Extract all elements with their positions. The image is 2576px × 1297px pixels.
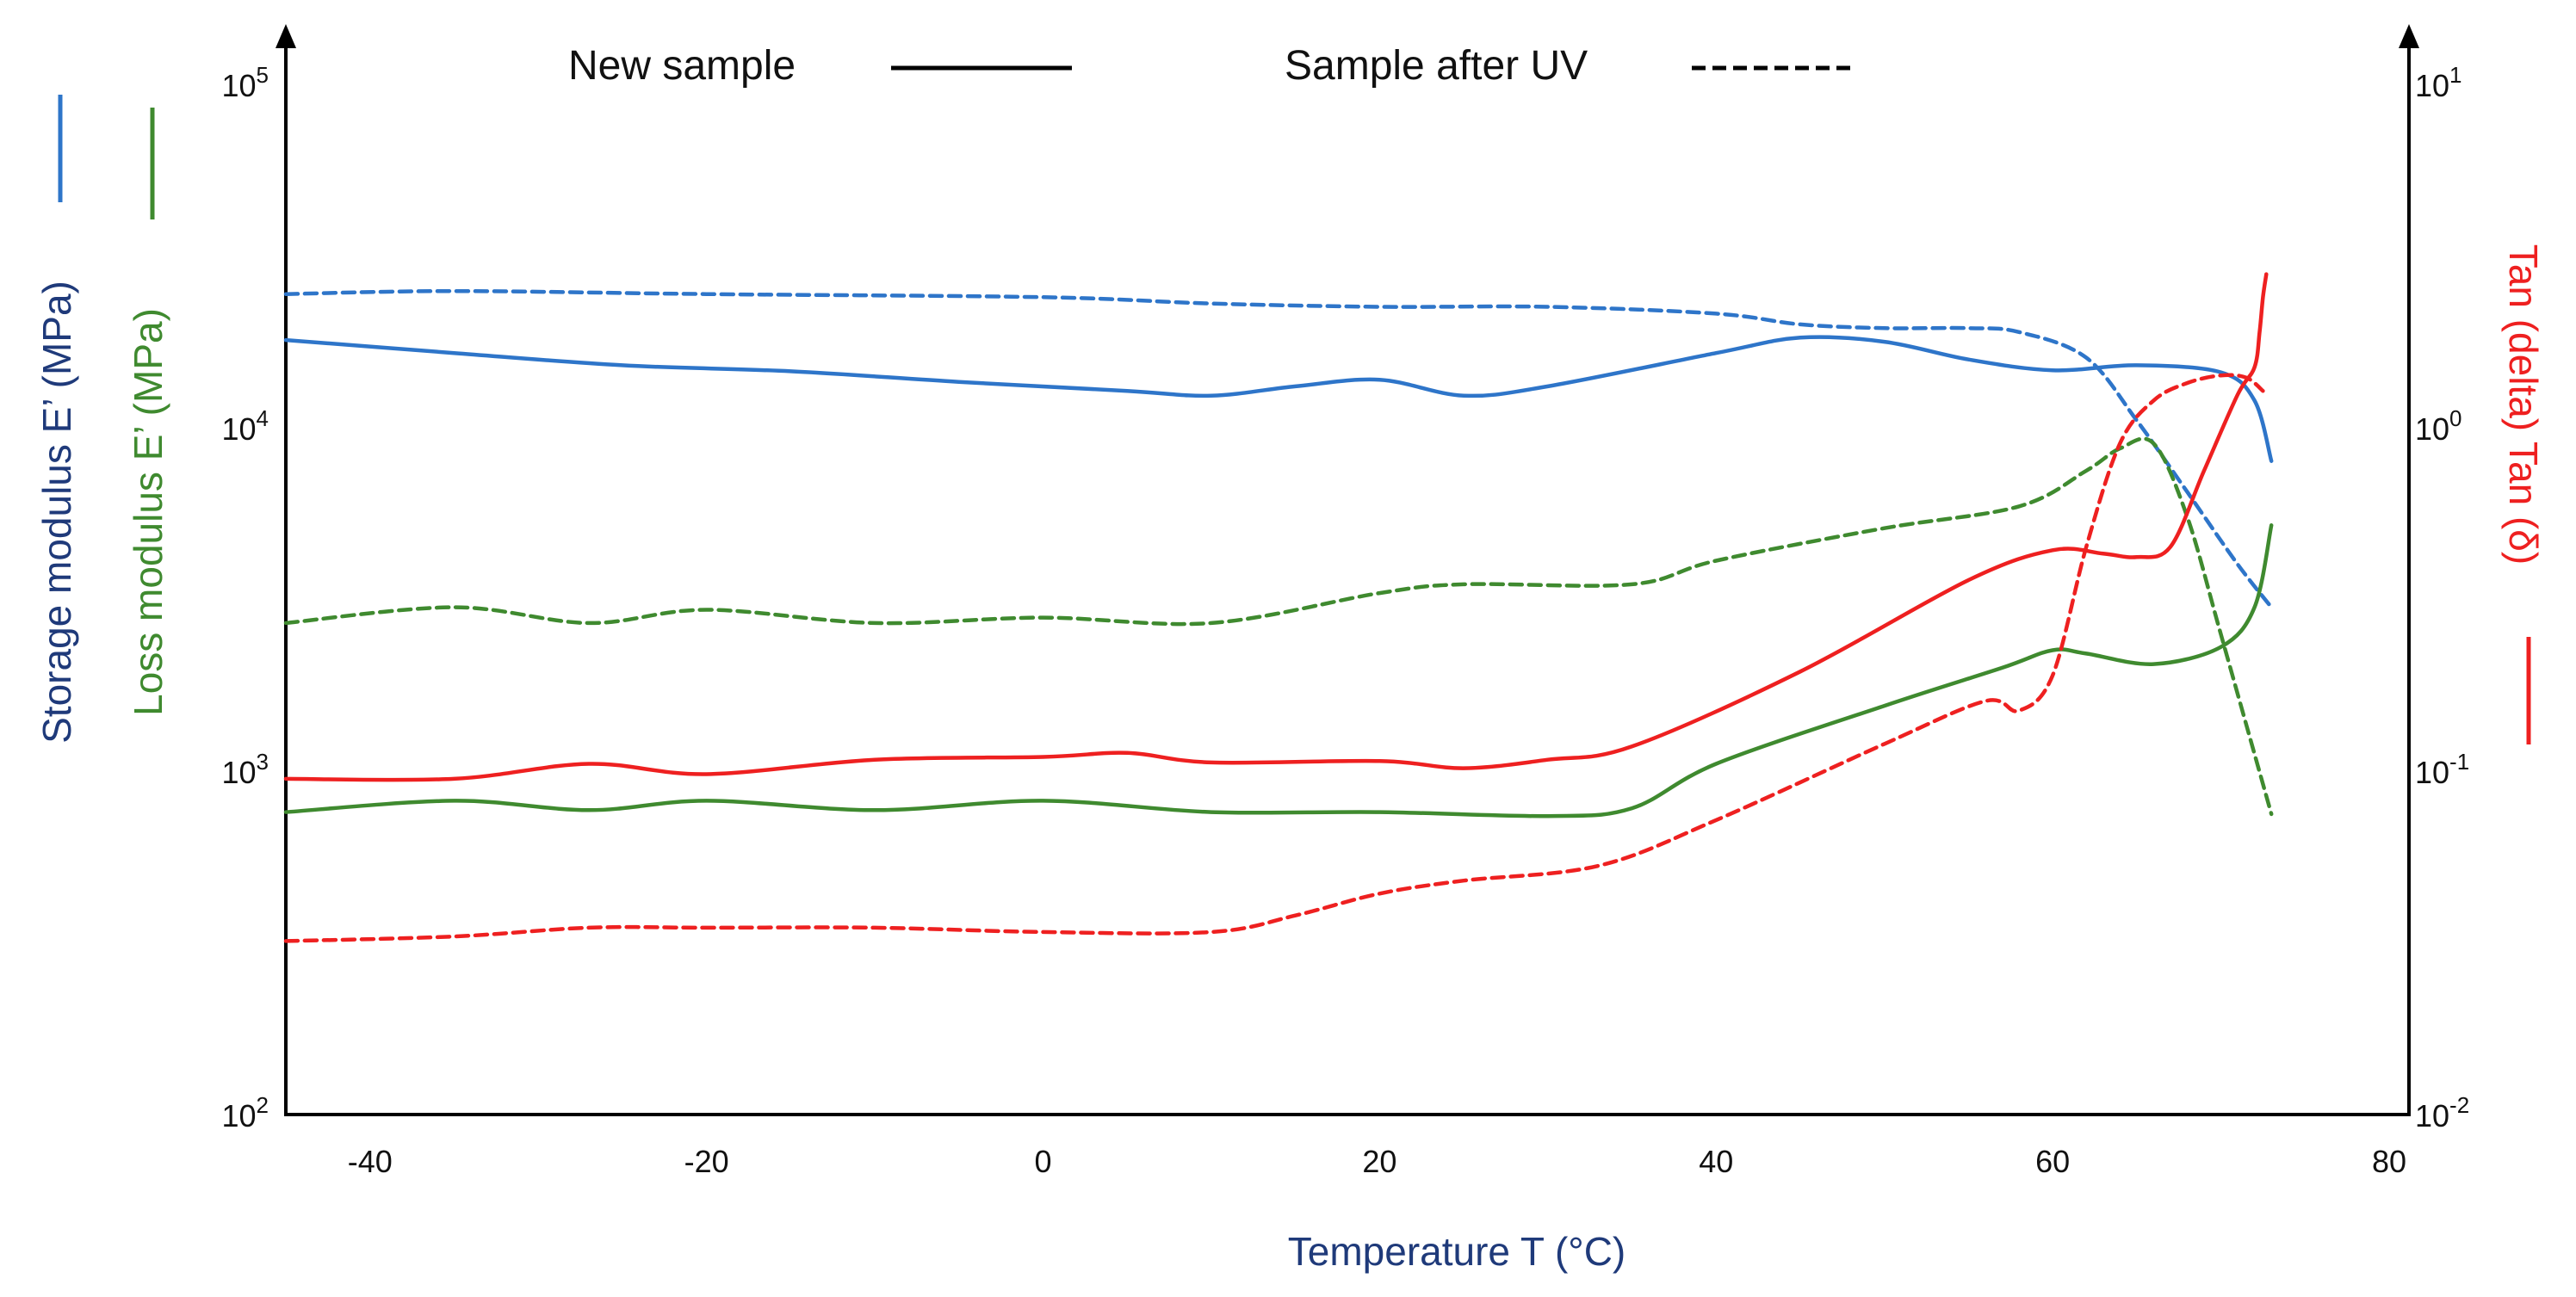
x-tick-label: 40 [1699, 1144, 1733, 1179]
loss-modulus-axis-title: Loss modulus E’ (MPa) [126, 308, 170, 716]
loss-dashed-line [283, 436, 2274, 817]
left-y-tick-label: 103 [221, 749, 269, 790]
storage-dashed-line [283, 288, 2274, 609]
tan-dashed-line [283, 373, 2265, 943]
left-y-tick-label: 104 [221, 405, 269, 447]
x-tick-label: 0 [1034, 1144, 1051, 1179]
series-lines [283, 272, 2274, 943]
right-y-tick-label: 10-1 [2415, 749, 2469, 790]
right-y-tick-label: 100 [2415, 405, 2462, 447]
legend-label-new-sample: New sample [568, 43, 796, 89]
x-tick-label: 60 [2035, 1144, 2070, 1179]
storage-modulus-axis-title: Storage modulus E’ (MPa) [34, 281, 79, 744]
right-y-tick-label: 101 [2415, 62, 2462, 103]
left-y-axis-arrow [276, 24, 296, 48]
x-axis-title: Temperature T (°C) [1288, 1229, 1625, 1274]
right-y-tick-label: 10-2 [2415, 1092, 2469, 1133]
x-tick-labels: -40 -20 0 20 40 60 80 [348, 1144, 2406, 1179]
tan-solid-line [283, 272, 2269, 782]
x-tick-label: -40 [348, 1144, 393, 1179]
x-tick-label: -20 [684, 1144, 729, 1179]
left-y-tick-labels: 102 103 104 105 [221, 62, 269, 1133]
left-y-tick-label: 102 [221, 1092, 269, 1133]
axes [276, 24, 2419, 1116]
right-y-axis-arrow [2399, 24, 2419, 48]
tan-delta-axis-title: Tan (delta) Tan (δ) [2501, 244, 2546, 565]
loss-solid-line [283, 523, 2274, 818]
legend: New sample Sample after UV [568, 43, 1855, 89]
x-tick-label: 20 [1362, 1144, 1396, 1179]
right-y-tick-labels: 10-2 10-1 100 101 [2415, 62, 2469, 1133]
x-tick-label: 80 [2372, 1144, 2406, 1179]
left-y-tick-label: 105 [221, 62, 269, 103]
legend-label-after-uv: Sample after UV [1285, 43, 1588, 89]
storage-solid-line [283, 335, 2274, 463]
